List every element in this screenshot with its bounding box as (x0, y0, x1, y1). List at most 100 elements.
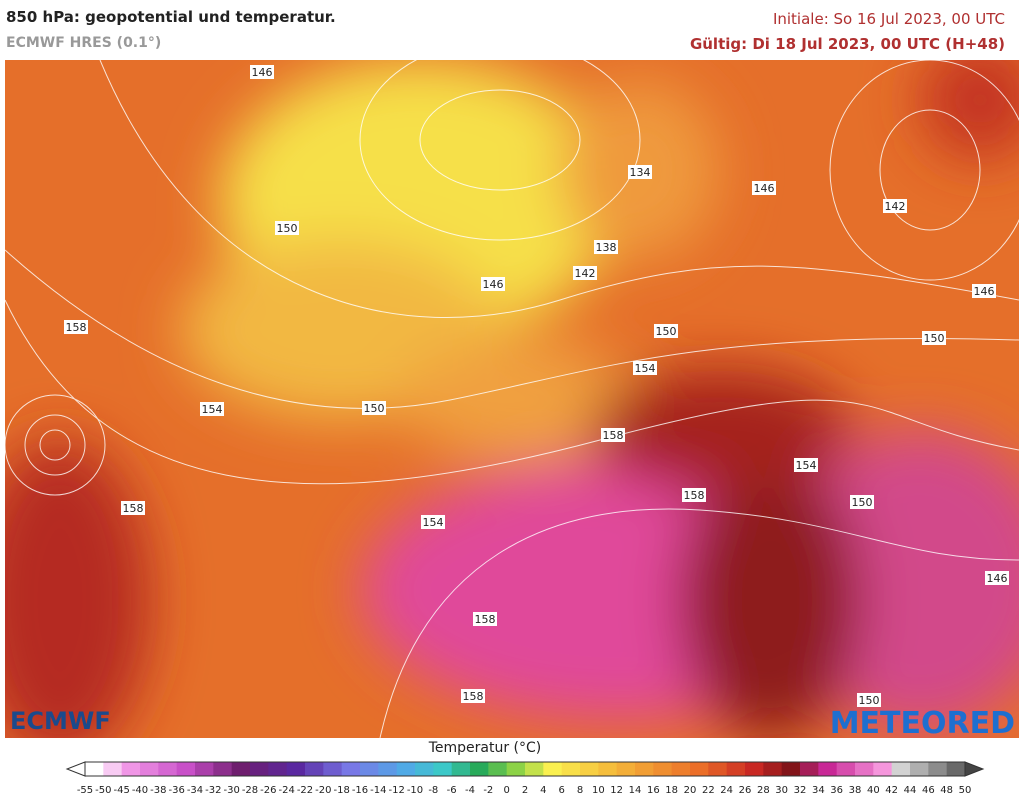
legend-tick-label: 50 (959, 785, 972, 796)
legend-tick-label: 10 (592, 785, 605, 796)
legend-tick-label: 6 (558, 785, 564, 796)
legend-tick-label: -8 (428, 785, 438, 796)
legend-tick-label: 40 (867, 785, 880, 796)
legend-swatch (286, 762, 306, 776)
contour-label-box (883, 199, 907, 213)
legend-tick-label: 12 (610, 785, 623, 796)
contour-label: 142 (575, 267, 596, 280)
legend-swatch (121, 762, 141, 776)
legend-tick-label: 2 (522, 785, 528, 796)
legend-tick-label: 14 (629, 785, 642, 796)
legend-tick-label: -12 (388, 785, 404, 796)
legend-tick-label: -22 (297, 785, 313, 796)
contour-label-box (121, 501, 145, 515)
init-time: Initiale: So 16 Jul 2023, 00 UTC (773, 10, 1005, 28)
contour-label: 154 (796, 459, 817, 472)
contour-label: 146 (252, 66, 273, 79)
contour-label-box (601, 428, 625, 442)
legend-tick-label: 22 (702, 785, 715, 796)
legend-swatch (873, 762, 893, 776)
contour-label: 146 (483, 278, 504, 291)
legend-tick-label: -10 (407, 785, 423, 796)
contour-label-box (633, 361, 657, 375)
title: 850 hPa: geopotential und temperatur. (6, 8, 336, 26)
contour-label: 134 (630, 166, 651, 179)
contour-label-box (654, 324, 678, 338)
legend-tick-label: 20 (684, 785, 697, 796)
legend-tick-label: 26 (739, 785, 752, 796)
contour-label: 158 (66, 321, 87, 334)
legend-swatch (488, 762, 508, 776)
legend-tick-label: -14 (370, 785, 386, 796)
legend-swatch (305, 762, 324, 776)
legend-swatch (635, 762, 654, 776)
legend-swatch (671, 762, 691, 776)
legend-swatch (580, 762, 599, 776)
legend-tick-label: 46 (922, 785, 935, 796)
legend-tick-label: -55 (77, 785, 93, 796)
legend-tick-label: 24 (720, 785, 733, 796)
ecmwf-logo: ECMWF (10, 707, 111, 735)
contour-label: 138 (596, 241, 617, 254)
contour-label-box (473, 612, 497, 626)
legend-swatch (341, 762, 361, 776)
legend-tick-label: -6 (447, 785, 457, 796)
legend-swatch (250, 762, 269, 776)
legend-tick-label: 32 (794, 785, 807, 796)
legend-swatch (855, 762, 874, 776)
contour-label-box (594, 240, 618, 254)
legend-swatch (836, 762, 856, 776)
legend-swatch (396, 762, 416, 776)
legend-tick-label: 30 (775, 785, 788, 796)
legend-tick-label: 38 (849, 785, 862, 796)
contour-label: 142 (885, 200, 906, 213)
contour-label: 154 (635, 362, 656, 375)
meteored-logo: METEORED (830, 706, 1015, 741)
contour-label-box (250, 65, 274, 79)
contour-label-box (573, 266, 597, 280)
legend-tick-label: -28 (242, 785, 258, 796)
contour-label-box (752, 181, 776, 195)
legend-tick-label: -26 (260, 785, 276, 796)
legend-swatch (506, 762, 526, 776)
legend-tick-label: -45 (113, 785, 129, 796)
legend-tick-label: -2 (483, 785, 493, 796)
legend-tick-label: -16 (352, 785, 368, 796)
legend-tick-label: -20 (315, 785, 331, 796)
contour-label: 158 (463, 690, 484, 703)
contour-label: 150 (364, 402, 385, 415)
legend-tick-label: 48 (940, 785, 953, 796)
contour-label: 146 (974, 285, 995, 298)
legend-swatch (690, 762, 709, 776)
contour-label-box (200, 402, 224, 416)
legend-tick-label: -36 (168, 785, 184, 796)
legend-swatch (910, 762, 929, 776)
contour-label-box (985, 571, 1009, 585)
legend-tick-label: 42 (885, 785, 898, 796)
contour-label: 150 (277, 222, 298, 235)
contour-label-box (794, 458, 818, 472)
legend-swatch (781, 762, 801, 776)
legend-tick-label: -30 (223, 785, 239, 796)
legend-tick-label: -18 (333, 785, 349, 796)
contour-label-box (972, 284, 996, 298)
legend-title: Temperatur (°C) (428, 740, 542, 756)
legend-tick-label: 0 (503, 785, 509, 796)
legend-tick-label: -38 (150, 785, 166, 796)
contour-label: 146 (987, 572, 1008, 585)
legend-swatch (561, 762, 581, 776)
legend-swatch (763, 762, 783, 776)
legend-swatch (598, 762, 618, 776)
legend-tick-label: 36 (830, 785, 843, 796)
contour-label: 154 (202, 403, 223, 416)
legend-swatch (745, 762, 764, 776)
legend-tick-label: 44 (904, 785, 917, 796)
contour-label-box (850, 495, 874, 509)
contour-label-box (64, 320, 88, 334)
legend-tick-label: -50 (95, 785, 111, 796)
map: 1461501581541581501461341381421501541581… (5, 60, 1019, 738)
legend-swatch (323, 762, 343, 776)
legend-swatch (176, 762, 196, 776)
legend-swatch (616, 762, 636, 776)
